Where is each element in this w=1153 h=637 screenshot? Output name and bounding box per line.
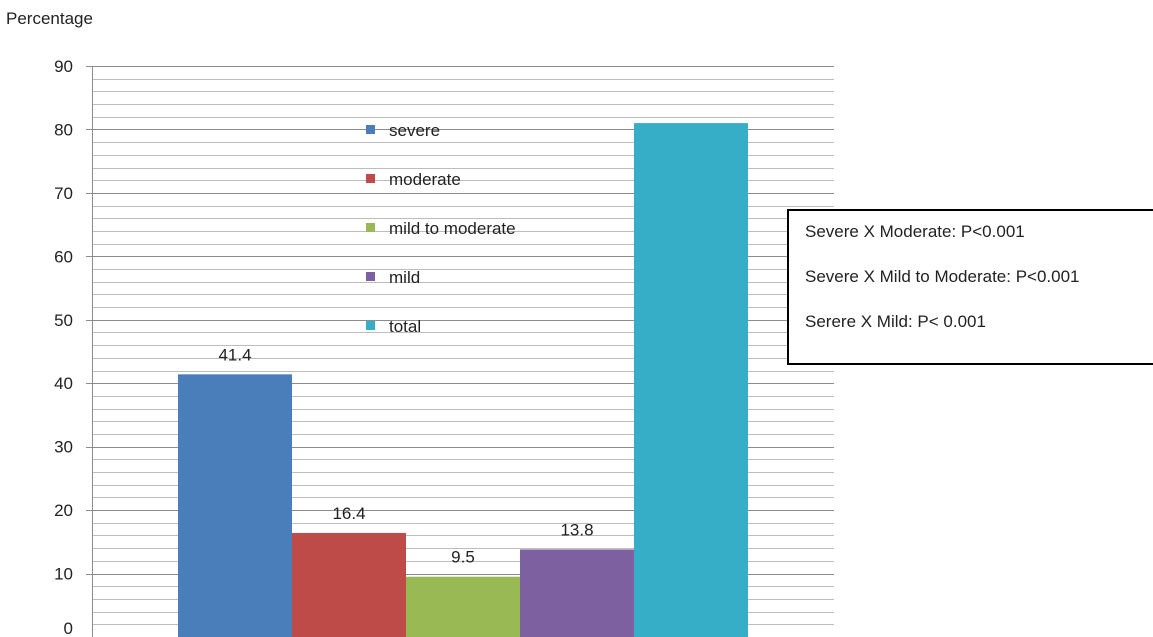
legend-swatch-total	[366, 321, 375, 330]
legend-label-total: total	[389, 317, 421, 336]
y-axis-label: Percentage	[6, 9, 93, 28]
y-tick-label: 90	[54, 57, 73, 76]
annotation-severe-vs-mild: Serere X Mild: P< 0.001	[805, 312, 986, 331]
legend-swatch-mild-to-moderate	[366, 223, 375, 232]
y-tick-label: 20	[54, 501, 73, 520]
y-tick-label: 80	[54, 120, 73, 139]
y-tick-label: 10	[54, 565, 73, 584]
bar-moderate	[292, 532, 406, 637]
bar-mild-to-moderate	[406, 576, 520, 637]
bar-mild	[520, 549, 634, 637]
data-label-moderate: 16.4	[332, 504, 365, 523]
legend-swatch-moderate	[366, 174, 375, 183]
annotation-severe-vs-moderate: Severe X Moderate: P<0.001	[805, 222, 1025, 241]
legend-label-mild: mild	[389, 268, 420, 287]
legend-label-moderate: moderate	[389, 170, 461, 189]
y-tick-label: 60	[54, 247, 73, 266]
data-labels: 41.4 16.4 9.5 13.8	[218, 345, 593, 566]
y-tick-label: 0	[64, 619, 73, 637]
legend-swatch-mild	[366, 272, 375, 281]
bar-severe	[178, 374, 292, 637]
y-tick-label: 30	[54, 438, 73, 457]
significance-annotation-box: Severe X Moderate: P<0.001 Severe X Mild…	[787, 209, 1153, 365]
annotation-severe-vs-mild-to-moderate: Severe X Mild to Moderate: P<0.001	[805, 267, 1080, 286]
bars	[178, 123, 748, 637]
y-tick-label: 50	[54, 311, 73, 330]
legend-swatch-severe	[366, 125, 375, 134]
legend: severe moderate mild to moderate mild total	[366, 121, 516, 336]
y-tick-label: 70	[54, 184, 73, 203]
data-label-mild-to-moderate: 9.5	[451, 548, 475, 567]
data-label-mild: 13.8	[560, 520, 593, 539]
data-label-severe: 41.4	[218, 345, 251, 364]
bar-total	[634, 123, 748, 637]
legend-label-mild-to-moderate: mild to moderate	[389, 219, 516, 238]
legend-label-severe: severe	[389, 121, 440, 140]
y-axis-ticks: 0 10 20 30 40 50 60 70 80 90	[54, 57, 73, 637]
y-tick-label: 40	[54, 374, 73, 393]
